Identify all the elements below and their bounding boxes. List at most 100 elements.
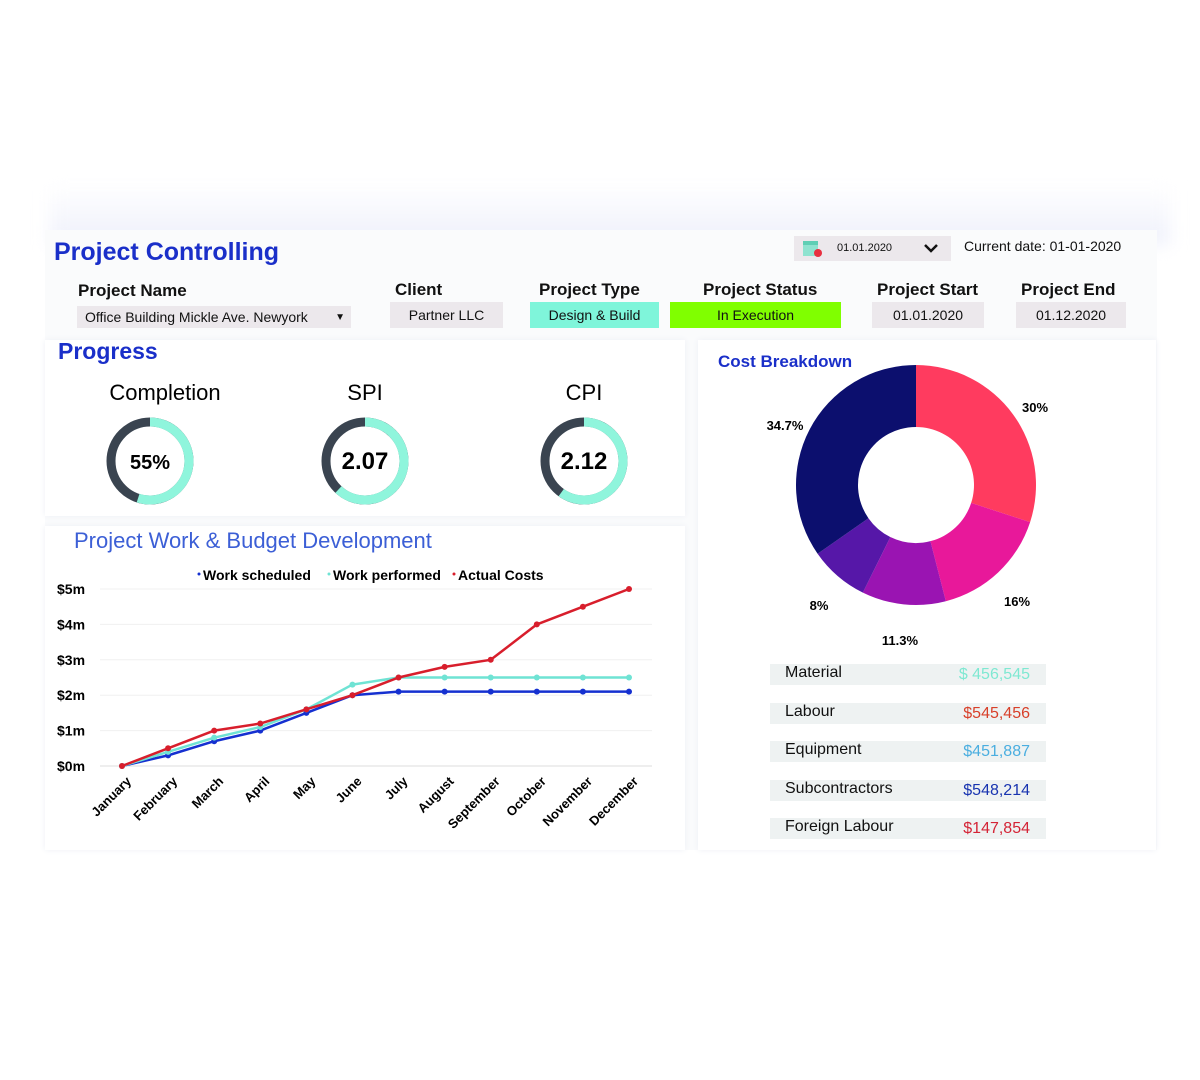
cost-value: $ 456,545 — [958, 666, 1030, 683]
gauge-label: SPI — [347, 380, 382, 405]
cost-value: $548,214 — [963, 781, 1030, 799]
data-point — [441, 688, 448, 695]
cost-name: Material — [785, 664, 842, 681]
gauge-fill — [335, 417, 409, 505]
chevron-down-icon — [924, 244, 938, 253]
calendar-icon — [803, 241, 822, 257]
cost-row: Material $ 456,545 — [770, 664, 1046, 685]
legend-label: Actual Costs — [458, 567, 544, 583]
slice-label: 30% — [1022, 400, 1048, 415]
x-tick-label: October — [503, 774, 549, 820]
project-end-label: Project End — [1021, 280, 1116, 299]
donut-slice — [862, 537, 946, 605]
data-point — [257, 720, 264, 727]
cost-value: $545,456 — [963, 704, 1030, 722]
x-tick-label: February — [130, 773, 180, 823]
data-point — [395, 674, 402, 681]
data-point — [533, 674, 540, 681]
x-tick-label: August — [414, 773, 457, 816]
current-date-value: 01-01-2020 — [1049, 238, 1122, 254]
gauge-value: 2.12 — [561, 448, 608, 475]
donut-slice — [916, 365, 1036, 523]
data-point — [487, 688, 494, 695]
x-tick-label: June — [333, 774, 365, 806]
project-type-value: Design & Build — [530, 302, 659, 328]
data-point — [303, 706, 310, 713]
cost-name: Labour — [785, 702, 835, 720]
data-point — [626, 688, 632, 695]
slice-label: 11.3% — [882, 633, 919, 648]
x-tick-label: April — [241, 774, 273, 806]
legend-marker — [327, 572, 331, 576]
client-label: Client — [395, 280, 443, 299]
x-tick-label: July — [382, 773, 412, 803]
project-name-label: Project Name — [78, 281, 187, 300]
cost-name: Equipment — [785, 741, 862, 758]
data-point — [626, 674, 632, 681]
x-tick-label: December — [586, 774, 641, 829]
date-picker[interactable]: 01.01.2020 — [794, 236, 951, 261]
project-status-badge: In Execution — [670, 302, 841, 328]
slice-label: 34.7% — [767, 418, 804, 433]
gauge-fill — [558, 417, 628, 505]
y-tick-label: $4m — [57, 616, 85, 632]
x-tick-label: March — [189, 773, 227, 811]
cost-name: Foreign Labour — [785, 818, 894, 835]
data-point — [395, 688, 402, 695]
data-point — [349, 692, 356, 699]
project-end-value: 01.12.2020 — [1016, 302, 1126, 328]
cost-row: Subcontractors $548,214 — [770, 779, 1046, 801]
x-tick-label: November — [539, 774, 595, 830]
progress-title: Progress — [58, 338, 158, 364]
cost-row: Equipment $451,887 — [770, 741, 1046, 762]
cost-name: Subcontractors — [785, 779, 893, 797]
current-date: Current date: 01-01-2020 — [964, 238, 1121, 254]
project-start-label: Project Start — [877, 280, 979, 299]
data-point — [626, 586, 632, 592]
date-picker-value: 01.01.2020 — [837, 242, 893, 254]
gauges: Completion 55% SPI 2.07 CPI 2.12 — [106, 380, 628, 505]
legend-marker — [197, 572, 201, 576]
legend-marker — [452, 572, 456, 576]
slice-label: 8% — [810, 598, 829, 613]
data-point — [487, 674, 494, 681]
chart-title: Project Work & Budget Development — [74, 528, 432, 553]
project-type-label: Project Type — [539, 280, 640, 299]
cost-row: Labour $545,456 — [770, 702, 1046, 724]
current-date-label: Current date: — [964, 238, 1046, 254]
series-line — [121, 587, 630, 768]
y-tick-label: $2m — [57, 687, 85, 703]
donut-slice — [817, 518, 891, 593]
series-line — [121, 690, 629, 768]
client-value: Partner LLC — [390, 302, 503, 328]
gauge-value: 55% — [130, 452, 170, 474]
project-name-select[interactable]: Office Building Mickle Ave. Newyork ▼ — [77, 306, 351, 328]
data-point — [349, 681, 356, 688]
legend-label: Work scheduled — [203, 567, 311, 583]
data-point — [579, 603, 586, 610]
x-tick-label: January — [88, 773, 134, 819]
project-status-label: Project Status — [703, 280, 818, 299]
data-point — [487, 656, 494, 663]
data-point — [441, 663, 448, 670]
gauge-fill — [136, 417, 194, 505]
chart-card — [45, 526, 685, 850]
data-point — [579, 688, 586, 695]
gauge-value: 2.07 — [342, 448, 389, 475]
project-name-value: Office Building Mickle Ave. Newyork — [85, 309, 308, 325]
gauge-label: Completion — [109, 380, 220, 405]
y-tick-label: $5m — [57, 581, 85, 597]
dropdown-arrow-icon: ▼ — [335, 311, 345, 323]
series-line — [121, 676, 629, 768]
y-tick-label: $0m — [57, 758, 85, 774]
legend-label: Work performed — [333, 567, 441, 583]
data-point — [165, 745, 172, 752]
slice-label: 16% — [1004, 594, 1030, 609]
donut-slice — [796, 365, 916, 554]
data-point — [211, 727, 218, 734]
cost-value: $147,854 — [963, 820, 1030, 837]
data-point — [579, 674, 586, 681]
data-point — [533, 621, 540, 628]
project-start-value: 01.01.2020 — [872, 302, 984, 328]
